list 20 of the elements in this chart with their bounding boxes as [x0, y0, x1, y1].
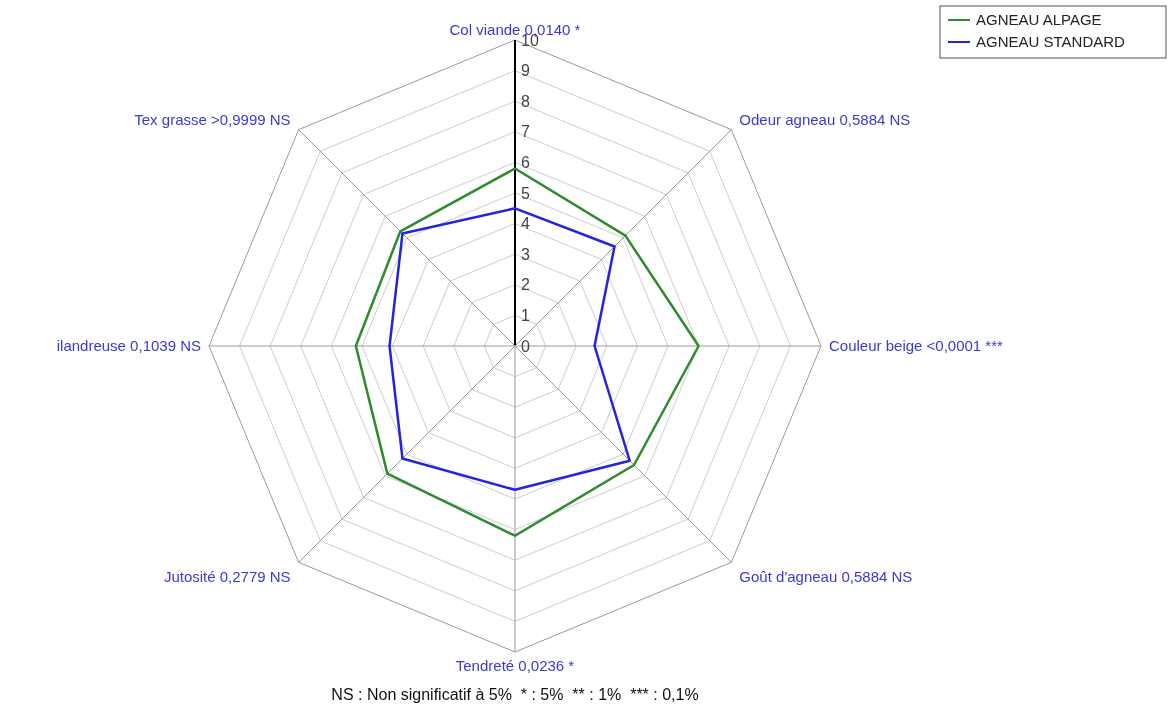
y-tick-label: 3 — [521, 245, 530, 263]
y-tick-label: 6 — [521, 154, 530, 171]
y-tick-label: 0 — [521, 337, 530, 355]
y-tick-label: 9 — [521, 62, 530, 80]
spoke-label: Tendreté 0,0236 * — [455, 657, 575, 675]
legend-label: AGNEAU ALPAGE — [976, 11, 1102, 29]
spoke-label: Odeur agneau 0,5884 NS — [739, 110, 911, 128]
legend-label: AGNEAU STANDARD — [976, 33, 1126, 51]
text: NS : Non significatif à 5% * : 5% ** : 1% *** : 0,1% — [331, 686, 699, 703]
spoke-label: Goût d'agneau 0,5884 NS — [739, 567, 913, 585]
spoke-label: Tex grasse >0,9999 NS — [134, 110, 291, 128]
y-tick-label: 8 — [521, 92, 530, 110]
y-tick-label: 5 — [521, 184, 530, 202]
y-tick-label: 4 — [521, 215, 530, 233]
y-tick-label: 2 — [521, 276, 530, 294]
y-tick-label: 7 — [521, 123, 530, 141]
spoke-label: Jutosité 0,2779 NS — [163, 567, 291, 585]
y-tick-label: 1 — [521, 307, 530, 324]
spoke-label: ilandreuse 0,1039 NS — [56, 337, 201, 355]
spoke-label: Couleur beige <0,0001 *** — [829, 337, 1004, 355]
